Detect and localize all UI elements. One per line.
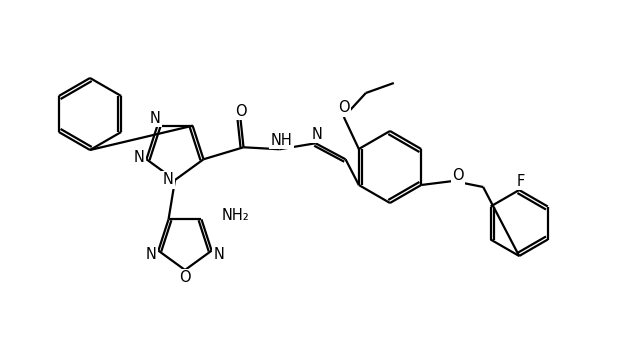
Text: NH: NH — [271, 133, 292, 148]
Text: N: N — [146, 247, 157, 262]
Text: O: O — [235, 104, 246, 119]
Text: N: N — [134, 150, 145, 165]
Text: NH₂: NH₂ — [221, 208, 249, 223]
Text: O: O — [338, 101, 349, 116]
Text: N: N — [213, 247, 224, 262]
Text: O: O — [179, 271, 191, 286]
Text: N: N — [150, 111, 161, 126]
Text: N: N — [163, 172, 173, 187]
Text: O: O — [452, 169, 464, 184]
Text: N: N — [312, 127, 323, 142]
Text: F: F — [517, 173, 525, 188]
